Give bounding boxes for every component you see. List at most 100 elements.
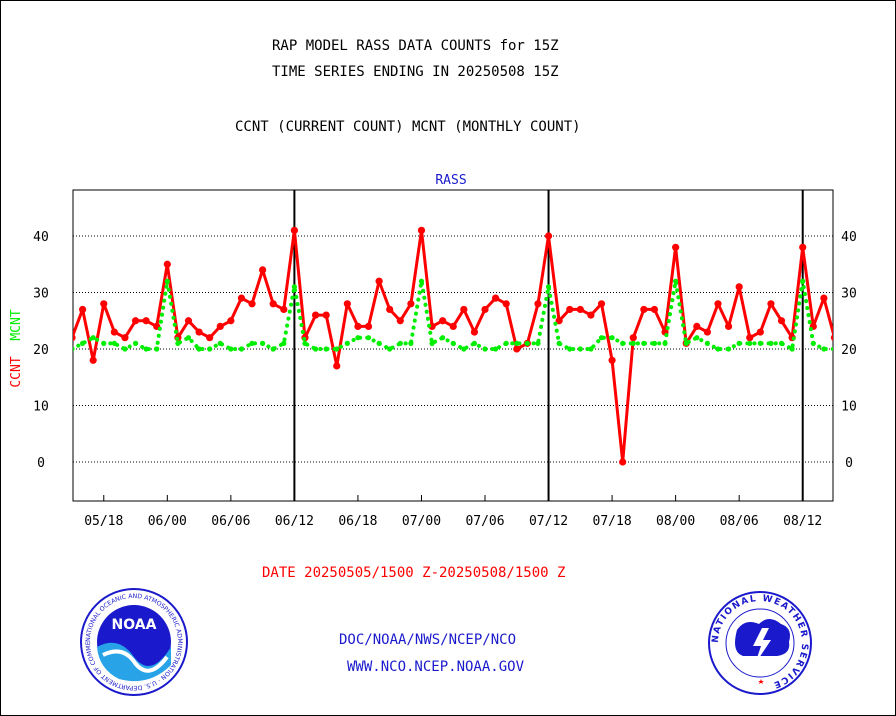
data-point-mcnt bbox=[344, 340, 350, 346]
x-tick-label: 05/18 bbox=[84, 514, 123, 529]
data-point-ccnt bbox=[640, 305, 648, 314]
x-tick-label: 07/18 bbox=[593, 514, 632, 529]
data-point-ccnt bbox=[724, 322, 733, 330]
data-point-mcnt bbox=[482, 346, 488, 352]
x-tick-label: 07/06 bbox=[465, 514, 504, 529]
data-point-mcnt bbox=[260, 340, 266, 346]
data-point-mcnt bbox=[154, 346, 160, 352]
x-tick-label: 08/12 bbox=[783, 514, 822, 529]
data-point-ccnt bbox=[121, 334, 129, 342]
data-point-ccnt bbox=[703, 328, 712, 336]
data-point-mcnt bbox=[175, 340, 181, 346]
data-point-mcnt bbox=[143, 346, 149, 352]
data-point-mcnt bbox=[429, 340, 435, 346]
data-point-ccnt bbox=[597, 300, 606, 308]
data-point-mcnt bbox=[101, 340, 107, 346]
data-point-ccnt bbox=[386, 305, 394, 314]
data-point-mcnt bbox=[683, 340, 689, 346]
data-point-mcnt bbox=[164, 278, 170, 284]
data-point-mcnt bbox=[122, 346, 128, 352]
data-point-mcnt bbox=[567, 346, 573, 352]
data-point-mcnt bbox=[524, 340, 530, 346]
data-point-ccnt bbox=[767, 300, 775, 308]
data-point-ccnt bbox=[311, 311, 320, 319]
data-point-mcnt bbox=[641, 340, 647, 346]
chart-subtitle: CCNT (CURRENT COUNT) MCNT (MONTHLY COUNT… bbox=[235, 119, 581, 135]
date-range-label: DATE 20250505/1500 Z-20250508/1500 Z bbox=[262, 565, 566, 581]
data-point-ccnt bbox=[799, 243, 807, 251]
data-point-ccnt bbox=[756, 328, 764, 336]
data-point-ccnt bbox=[333, 362, 341, 370]
data-point-mcnt bbox=[90, 335, 96, 341]
y-tick-label-left: 40 bbox=[33, 230, 49, 245]
data-point-ccnt bbox=[290, 226, 298, 234]
data-point-ccnt bbox=[343, 300, 351, 308]
data-point-ccnt bbox=[587, 311, 595, 319]
data-point-ccnt bbox=[259, 266, 267, 274]
data-point-mcnt bbox=[577, 346, 583, 352]
x-tick-label: 06/18 bbox=[338, 514, 377, 529]
y-tick-label-left: 20 bbox=[33, 343, 49, 358]
data-point-ccnt bbox=[375, 277, 383, 285]
data-point-ccnt bbox=[322, 311, 330, 319]
data-point-mcnt bbox=[397, 340, 403, 346]
data-point-mcnt bbox=[725, 346, 732, 352]
y-tick-label-right: 30 bbox=[841, 287, 857, 302]
data-point-ccnt bbox=[502, 300, 510, 308]
data-point-ccnt bbox=[407, 300, 415, 308]
plot-area bbox=[72, 189, 834, 502]
series-line-ccnt bbox=[73, 228, 833, 464]
data-point-ccnt bbox=[142, 317, 150, 325]
chart-panel-title: RASS bbox=[435, 173, 466, 188]
data-point-ccnt bbox=[492, 294, 500, 302]
data-point-mcnt bbox=[545, 284, 552, 290]
y-axis-label-mcnt: MCNT bbox=[9, 309, 24, 340]
x-tick-label: 07/00 bbox=[402, 514, 441, 529]
data-point-mcnt bbox=[238, 346, 245, 352]
data-point-mcnt bbox=[355, 335, 361, 341]
data-point-mcnt bbox=[503, 340, 509, 346]
data-point-mcnt bbox=[662, 340, 668, 346]
data-point-ccnt bbox=[354, 322, 362, 330]
y-tick-label-right: 40 bbox=[841, 230, 857, 245]
data-point-mcnt bbox=[715, 346, 721, 352]
data-point-mcnt bbox=[831, 346, 833, 352]
data-point-ccnt bbox=[206, 334, 214, 342]
data-point-ccnt bbox=[820, 294, 828, 302]
data-point-ccnt bbox=[163, 260, 171, 268]
data-point-ccnt bbox=[131, 317, 140, 325]
x-tick-label: 06/12 bbox=[275, 514, 314, 529]
data-point-mcnt bbox=[450, 340, 456, 346]
data-point-mcnt bbox=[810, 340, 816, 346]
data-point-ccnt bbox=[110, 328, 118, 336]
data-point-mcnt bbox=[79, 340, 86, 346]
data-point-ccnt bbox=[555, 317, 563, 325]
data-point-mcnt bbox=[196, 346, 202, 352]
data-point-ccnt bbox=[364, 322, 373, 330]
nws-logo[interactable]: NATIONAL WEATHER SERVICE bbox=[707, 590, 813, 696]
data-point-mcnt bbox=[132, 340, 139, 346]
data-point-mcnt bbox=[768, 340, 774, 346]
data-point-ccnt bbox=[460, 305, 468, 314]
data-point-mcnt bbox=[757, 340, 763, 346]
data-point-mcnt bbox=[185, 335, 192, 341]
data-point-ccnt bbox=[216, 322, 224, 330]
data-point-ccnt bbox=[100, 300, 108, 308]
y-tick-label-left: 30 bbox=[33, 287, 49, 302]
data-point-mcnt bbox=[376, 340, 382, 346]
data-point-mcnt bbox=[789, 346, 795, 352]
data-point-ccnt bbox=[672, 243, 680, 251]
data-point-ccnt bbox=[576, 305, 584, 314]
data-point-mcnt bbox=[609, 335, 615, 341]
data-point-mcnt bbox=[747, 340, 753, 346]
data-point-mcnt bbox=[365, 335, 372, 341]
data-point-mcnt bbox=[323, 346, 329, 352]
noaa-logo[interactable]: NATIONAL OCEANIC AND ATMOSPHERIC ADMINIS… bbox=[79, 587, 189, 697]
data-point-ccnt bbox=[439, 317, 447, 325]
website-link[interactable]: WWW.NCO.NCEP.NOAA.GOV bbox=[347, 659, 525, 675]
data-point-mcnt bbox=[651, 340, 658, 346]
y-tick-label-left: 0 bbox=[37, 456, 45, 471]
data-point-mcnt bbox=[514, 340, 520, 346]
data-point-ccnt bbox=[544, 232, 553, 240]
data-point-mcnt bbox=[535, 340, 541, 346]
